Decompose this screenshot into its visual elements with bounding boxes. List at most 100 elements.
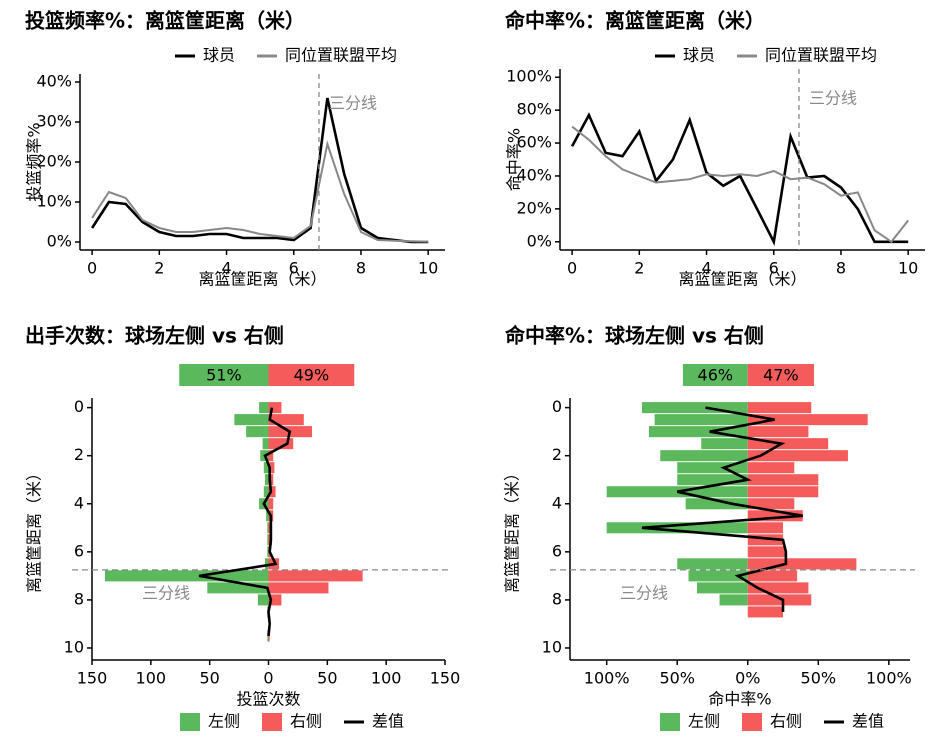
- legend-label: 球员: [683, 46, 715, 65]
- x-tick-label: 2: [154, 259, 164, 278]
- y-tick-label: 10%: [36, 192, 72, 211]
- bar: [268, 450, 274, 462]
- bar: [262, 438, 269, 450]
- difference-line: [198, 407, 292, 637]
- y-tick-label: 2: [74, 445, 84, 464]
- bar: [234, 414, 269, 426]
- legend-label: 右侧: [290, 712, 322, 731]
- bar: [747, 462, 795, 474]
- bar: [696, 582, 748, 594]
- bar: [747, 498, 795, 510]
- bar: [268, 594, 282, 606]
- y-tick-label: 0: [552, 397, 562, 416]
- legend-label: 左侧: [208, 712, 240, 731]
- bar: [267, 534, 269, 546]
- legend-label: 右侧: [770, 712, 802, 731]
- bar: [747, 558, 857, 570]
- y-tick-label: 100%: [506, 67, 552, 86]
- y-tick-label: 40%: [516, 165, 552, 184]
- bar: [268, 414, 304, 426]
- y-tick-label: 10: [542, 637, 562, 656]
- x-tick-label: 8: [836, 259, 846, 278]
- legend-label: 差值: [372, 712, 404, 731]
- x-tick-label: 0: [567, 259, 577, 278]
- bar: [268, 570, 363, 582]
- data-line: [570, 112, 909, 246]
- x-axis-label: 命中率%: [708, 690, 771, 709]
- x-tick-label: 0: [263, 669, 273, 688]
- bar: [747, 510, 803, 522]
- bar: [677, 474, 748, 486]
- bar: [257, 594, 269, 606]
- y-tick-label: 30%: [36, 112, 72, 131]
- bar: [747, 474, 819, 486]
- y-tick-label: 60%: [516, 133, 552, 152]
- x-tick-label: 100: [136, 669, 167, 688]
- x-tick-label: 0: [87, 259, 97, 278]
- bar: [747, 438, 829, 450]
- chart-title: 命中率%：离篮筐距离（米）: [505, 9, 765, 33]
- share-label: 51%: [206, 366, 242, 385]
- x-tick-label: 50: [199, 669, 219, 688]
- share-label: 46%: [698, 366, 734, 385]
- share-bar: [747, 364, 815, 386]
- chart-title: 命中率%：球场左侧 vs 右侧: [505, 324, 764, 348]
- x-tick-label: 2: [634, 259, 644, 278]
- x-tick-label: 6: [289, 259, 299, 278]
- share-bar: [179, 364, 269, 386]
- bar: [266, 510, 269, 522]
- bar: [649, 426, 748, 438]
- bar: [264, 558, 269, 570]
- y-tick-label: 4: [552, 493, 562, 512]
- y-tick-label: 2: [552, 445, 562, 464]
- y-tick-label: 0%: [47, 232, 72, 251]
- x-axis-label: 离篮筐距离（米）: [678, 270, 806, 289]
- bar: [267, 546, 269, 558]
- bar: [688, 570, 748, 582]
- bar: [267, 522, 269, 534]
- data-line: [571, 125, 909, 244]
- x-tick-label: 10: [418, 259, 438, 278]
- bar: [606, 522, 748, 534]
- y-axis-label: 离篮筐距离（米）: [25, 465, 44, 593]
- data-line: [91, 97, 429, 244]
- y-tick-label: 8: [74, 589, 84, 608]
- bar: [747, 450, 848, 462]
- bar: [246, 426, 269, 438]
- x-axis-label: 离篮筐距离（米）: [198, 270, 326, 289]
- x-tick-label: 0%: [735, 669, 760, 688]
- legend-label: 同位置联盟平均: [765, 46, 877, 65]
- bar: [677, 462, 748, 474]
- x-tick-label: 6: [769, 259, 779, 278]
- x-tick-label: 150: [77, 669, 108, 688]
- difference-line: [641, 406, 804, 612]
- y-axis-label: 命中率%: [505, 128, 524, 191]
- bar: [747, 606, 784, 618]
- bar: [747, 582, 809, 594]
- y-tick-label: 10: [64, 637, 84, 656]
- x-tick-label: 50%: [801, 669, 837, 688]
- annotation: 三分线: [329, 94, 377, 113]
- legend-label: 球员: [203, 46, 235, 65]
- bar: [677, 558, 748, 570]
- legend-label: 左侧: [688, 712, 720, 731]
- bar: [747, 594, 812, 606]
- bar: [207, 582, 269, 594]
- legend-swatch: [660, 713, 680, 731]
- annotation: 三分线: [809, 89, 857, 108]
- x-tick-label: 50: [317, 669, 337, 688]
- y-tick-label: 0: [74, 397, 84, 416]
- bar: [263, 486, 269, 498]
- y-tick-label: 20%: [36, 152, 72, 171]
- share-bar: [268, 364, 355, 386]
- bar: [264, 474, 269, 486]
- bar: [259, 402, 269, 414]
- x-axis-label: 投篮次数: [236, 690, 300, 709]
- bar: [685, 498, 748, 510]
- bar: [747, 546, 786, 558]
- bar: [747, 486, 819, 498]
- legend-label: 同位置联盟平均: [285, 46, 397, 65]
- bar: [263, 462, 269, 474]
